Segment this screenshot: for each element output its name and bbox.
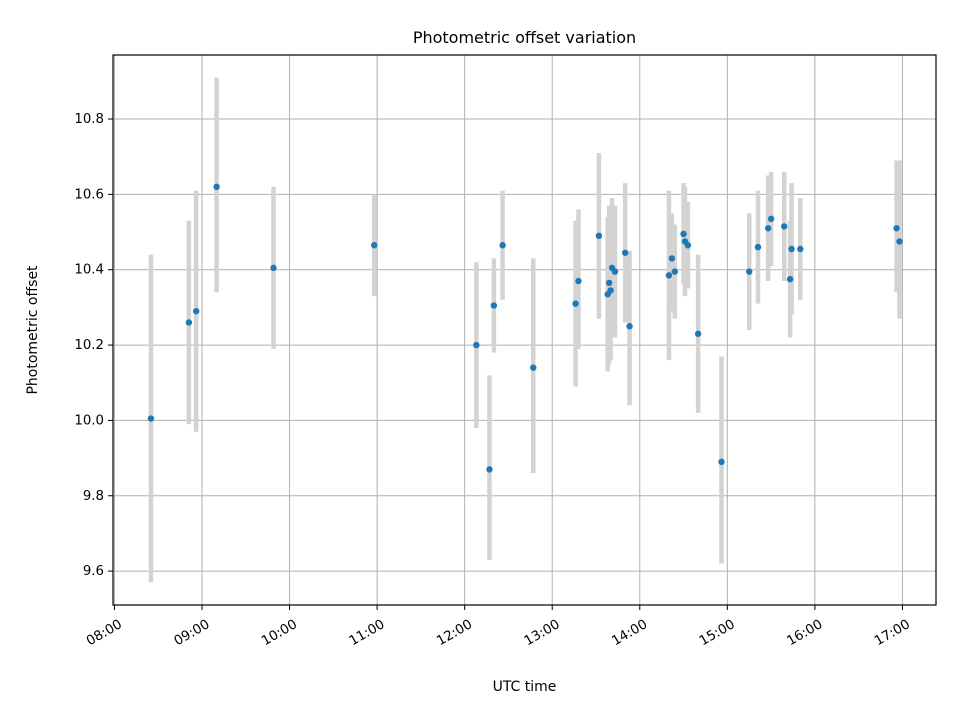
data-point (746, 268, 753, 275)
data-point (611, 268, 619, 275)
data-point (788, 245, 795, 253)
data-point (490, 302, 498, 309)
data-point (192, 307, 200, 315)
data-point (786, 275, 794, 283)
data-point (797, 245, 804, 253)
data-points (147, 183, 903, 473)
data-point (680, 230, 687, 238)
x-tick-label: 11:00 (347, 617, 388, 649)
data-point (595, 232, 603, 240)
x-tick-label: 09:00 (172, 617, 213, 649)
x-tick-label: 12:00 (434, 617, 475, 649)
data-point (626, 323, 633, 330)
y-tick-label: 10.0 (74, 413, 104, 428)
data-point (147, 415, 155, 422)
chart-title: Photometric offset variation (413, 28, 636, 47)
error-bars (148, 77, 902, 583)
data-point (575, 277, 582, 285)
y-axis-label: Photometric offset (25, 265, 41, 395)
y-tick-label: 10.2 (74, 338, 104, 353)
data-point (893, 225, 900, 232)
data-point (684, 242, 692, 249)
data-point (499, 242, 506, 249)
data-point (185, 319, 193, 326)
x-tick-label: 08:00 (84, 617, 125, 649)
y-tick-label: 9.8 (83, 489, 104, 504)
data-point (530, 364, 537, 371)
data-point (270, 264, 277, 272)
x-tick-label: 13:00 (522, 617, 563, 649)
x-tick-label: 10:00 (259, 617, 300, 649)
data-point (473, 341, 480, 349)
data-point (668, 255, 676, 262)
x-tick-label: 16:00 (785, 617, 826, 649)
y-tick-label: 10.6 (74, 187, 104, 202)
data-point (671, 268, 678, 275)
grid-lines (113, 55, 936, 605)
data-point (213, 183, 220, 191)
data-point (605, 279, 613, 287)
data-point (896, 238, 903, 245)
data-point (754, 243, 762, 251)
axis-ticks: 08:00 09:00 10:00 11:00 12:00 13:00 14:00 15:00… (74, 112, 912, 649)
data-point (486, 466, 493, 473)
data-point (371, 242, 378, 249)
plot-frame (112, 54, 937, 606)
data-point (572, 300, 579, 307)
x-tick-label: 14:00 (609, 617, 650, 649)
data-point (781, 223, 788, 230)
data-point (694, 330, 702, 337)
data-point (607, 287, 614, 294)
data-point (718, 458, 725, 466)
y-tick-label: 9.6 (83, 564, 104, 579)
x-tick-label: 15:00 (697, 617, 738, 649)
data-point (621, 249, 629, 256)
y-tick-label: 10.8 (74, 112, 104, 127)
data-point (764, 225, 772, 232)
data-point (665, 272, 673, 279)
x-axis-label: UTC time (493, 679, 557, 695)
x-tick-label: 17:00 (872, 617, 913, 649)
data-point (767, 215, 775, 223)
y-tick-label: 10.4 (74, 263, 104, 278)
